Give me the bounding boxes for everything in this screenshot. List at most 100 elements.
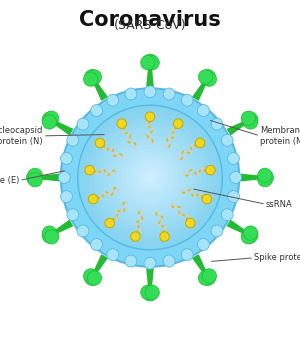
Circle shape [131,232,140,241]
Circle shape [85,112,215,243]
Text: Coronavirus: Coronavirus [79,10,221,30]
Circle shape [58,172,70,184]
Circle shape [77,118,89,130]
Circle shape [200,269,216,286]
Circle shape [142,54,158,70]
Circle shape [87,70,102,84]
Circle shape [140,167,160,188]
Circle shape [135,163,165,193]
Polygon shape [39,174,59,182]
Polygon shape [146,67,154,87]
Circle shape [243,226,258,240]
Circle shape [107,249,119,261]
Circle shape [125,255,137,267]
Polygon shape [226,121,247,136]
Circle shape [78,105,222,250]
Circle shape [84,70,100,86]
Circle shape [98,126,202,229]
Circle shape [202,194,212,204]
Circle shape [195,138,205,148]
Circle shape [206,165,215,175]
Text: Membrane
protein (M): Membrane protein (M) [260,126,300,146]
Circle shape [242,112,258,128]
Circle shape [61,191,72,202]
Circle shape [243,115,258,129]
Circle shape [241,111,256,125]
Circle shape [145,112,155,121]
Circle shape [173,119,183,128]
Circle shape [88,194,98,204]
Circle shape [257,169,273,186]
Circle shape [163,255,175,267]
Polygon shape [53,219,74,235]
Circle shape [85,165,94,175]
Circle shape [91,239,103,250]
Circle shape [84,269,100,286]
Circle shape [67,135,79,146]
Polygon shape [146,268,154,288]
Circle shape [241,230,256,244]
Circle shape [27,169,43,186]
Circle shape [89,117,211,238]
Circle shape [186,218,195,228]
Circle shape [42,227,58,243]
Circle shape [87,271,102,285]
Circle shape [28,173,42,187]
Circle shape [77,225,89,237]
Circle shape [198,271,213,285]
Circle shape [112,140,188,215]
Circle shape [200,70,216,86]
Circle shape [228,191,239,202]
Circle shape [42,226,57,240]
Circle shape [95,138,105,148]
Circle shape [67,209,79,221]
Circle shape [142,285,158,301]
Circle shape [258,168,272,183]
Circle shape [211,118,223,130]
Circle shape [80,107,220,247]
Text: Envelope (E): Envelope (E) [0,176,19,185]
Text: ssRNA: ssRNA [266,200,293,209]
Polygon shape [192,81,207,101]
Circle shape [202,72,217,86]
Circle shape [141,55,155,70]
Circle shape [61,152,72,164]
Circle shape [197,104,209,117]
Text: (SARS-CoV): (SARS-CoV) [114,19,186,32]
Circle shape [83,269,98,283]
Circle shape [42,112,58,128]
Circle shape [107,135,193,220]
Polygon shape [226,219,247,235]
Circle shape [181,94,193,106]
Text: Spike protein (S): Spike protein (S) [254,253,300,262]
Circle shape [230,172,242,184]
Circle shape [107,94,119,106]
Circle shape [258,173,272,187]
Circle shape [126,153,174,202]
Circle shape [83,72,98,86]
Polygon shape [93,81,108,101]
Circle shape [145,285,159,299]
Circle shape [94,121,206,234]
Circle shape [117,119,127,128]
Polygon shape [53,121,74,136]
Circle shape [242,227,258,243]
Polygon shape [93,254,108,274]
Circle shape [117,144,183,211]
Text: Nucleocapsid
protein (N): Nucleocapsid protein (N) [0,126,43,146]
Circle shape [105,218,114,228]
Circle shape [28,168,42,183]
Circle shape [130,158,170,197]
Circle shape [121,149,179,206]
Polygon shape [192,254,207,274]
Circle shape [44,230,59,244]
Circle shape [163,88,175,100]
Circle shape [211,225,223,237]
Polygon shape [241,174,261,182]
Circle shape [144,172,156,184]
Circle shape [228,152,239,164]
Circle shape [144,257,156,269]
Circle shape [125,88,137,100]
Circle shape [44,111,59,125]
Circle shape [181,249,193,261]
